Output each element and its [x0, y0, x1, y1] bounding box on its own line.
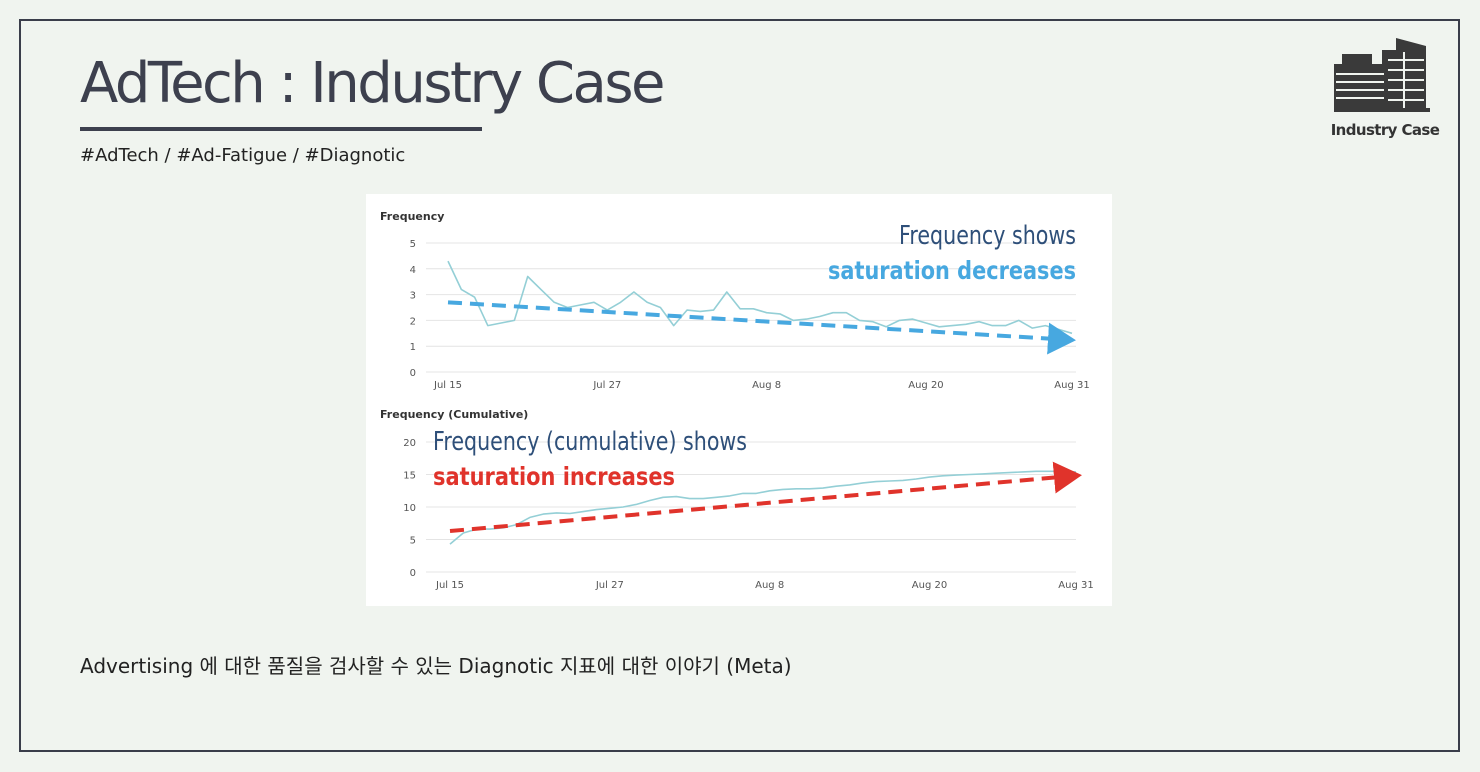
- y-tick-label: 10: [403, 503, 416, 514]
- trend-arrow: [449, 461, 1082, 534]
- x-tick-label: Jul 27: [592, 380, 621, 391]
- x-tick-label: Aug 31: [1058, 580, 1093, 591]
- y-tick-label: 5: [410, 239, 416, 250]
- x-tick-label: Aug 31: [1054, 380, 1089, 391]
- x-tick-label: Aug 8: [752, 380, 781, 391]
- logo-label: Industry Case: [1330, 121, 1440, 139]
- y-tick-label: 3: [410, 291, 416, 302]
- y-tick-label: 0: [410, 368, 416, 379]
- x-tick-label: Jul 15: [433, 380, 462, 391]
- series-line: [449, 470, 1077, 545]
- slide-frame: [19, 19, 1460, 752]
- charts-svg: Frequency 0 1 2 3 4 5 Jul 15 Jul 27 Aug 8 Aug 20 Au…: [380, 210, 1094, 591]
- hashtags: #AdTech / #Ad-Fatigue / #Diagnotic: [80, 145, 406, 166]
- annotation-line1: Frequency shows: [899, 221, 1076, 251]
- y-tick-label: 15: [403, 471, 416, 482]
- title-underline: [80, 127, 482, 131]
- annotation-line2: saturation increases: [433, 462, 675, 491]
- y-tick-label: 20: [403, 438, 416, 449]
- annotation-line1: Frequency (cumulative) shows: [433, 427, 747, 457]
- page-title: AdTech : Industry Case: [80, 51, 665, 116]
- annotation-line2: saturation decreases: [828, 256, 1076, 285]
- y-tick-label: 1: [410, 342, 416, 353]
- chart-title: Frequency: [380, 210, 444, 223]
- series-line: [447, 260, 1073, 335]
- y-tick-label: 4: [410, 265, 416, 276]
- x-tick-label: Aug 20: [908, 380, 943, 391]
- chart-title: Frequency (Cumulative): [380, 408, 528, 421]
- y-tick-label: 5: [410, 536, 416, 547]
- x-tick-label: Aug 8: [755, 580, 784, 591]
- trend-arrow: [447, 300, 1076, 355]
- chart-card: Frequency 0 1 2 3 4 5 Jul 15 Jul 27 Aug 8 Aug 20 Au…: [366, 194, 1112, 606]
- y-tick-label: 0: [410, 568, 416, 579]
- x-tick-label: Aug 20: [912, 580, 947, 591]
- caption: Advertising 에 대한 품질을 검사할 수 있는 Diagnotic …: [80, 654, 792, 678]
- building-icon: [1334, 38, 1430, 112]
- x-tick-label: Jul 15: [435, 580, 464, 591]
- x-tick-label: Jul 27: [595, 580, 624, 591]
- y-tick-label: 2: [410, 316, 416, 327]
